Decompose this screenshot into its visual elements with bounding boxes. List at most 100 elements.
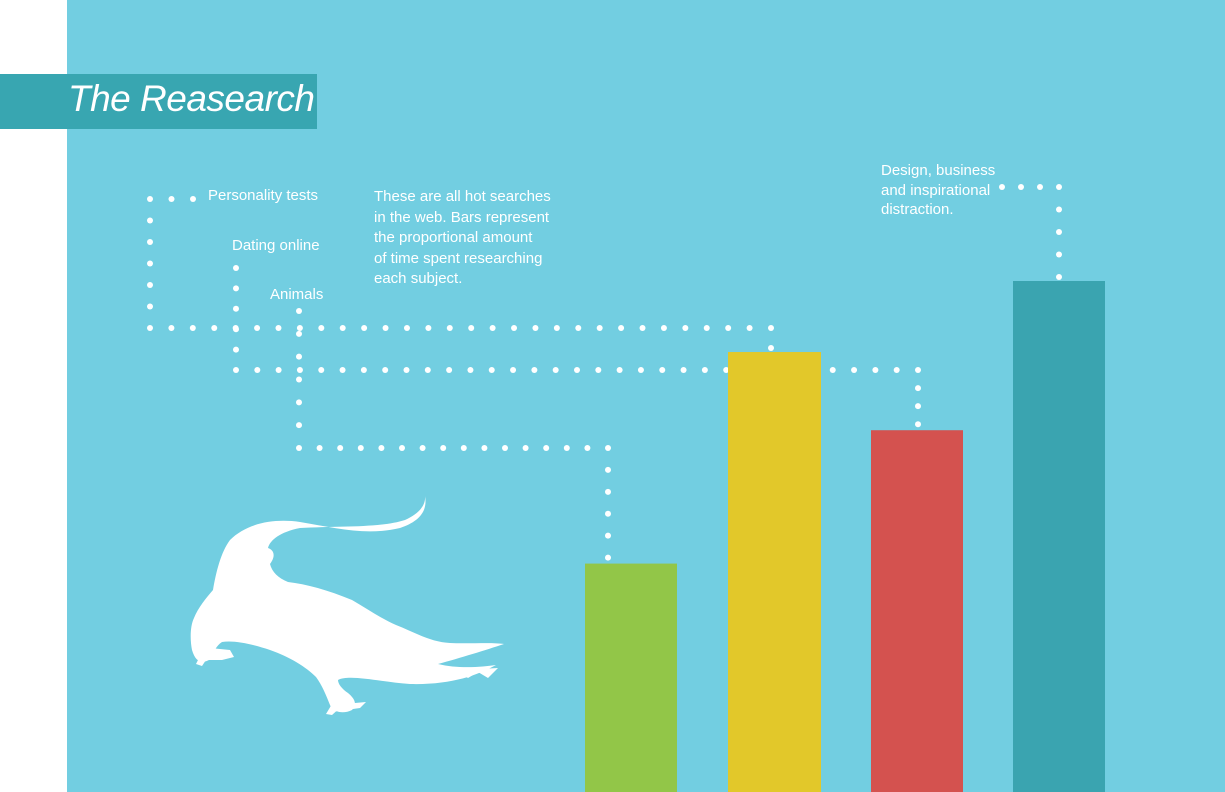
leader-dot — [851, 367, 858, 373]
leader-dot — [233, 346, 239, 353]
leader-dot — [1037, 184, 1043, 190]
leader-dot — [296, 367, 303, 373]
page-title: The Reasearch — [68, 78, 315, 119]
description-note: These are all hot searches in the web. B… — [374, 187, 551, 290]
leader-dot — [296, 353, 302, 360]
leader-dot — [660, 325, 667, 331]
leader-dot — [296, 330, 302, 337]
leader-animals — [296, 308, 611, 561]
note-line: each subject. — [374, 270, 463, 287]
leader-dot — [147, 260, 153, 267]
leader-dot — [168, 325, 175, 331]
leader-dot — [575, 325, 582, 331]
leader-dot — [468, 325, 475, 331]
leader-dot — [337, 445, 344, 451]
crocodile-icon — [190, 496, 505, 715]
leader-dot — [532, 325, 539, 331]
leader-dot — [147, 303, 153, 310]
leader-dot — [574, 367, 580, 373]
leader-dot — [682, 325, 689, 331]
leader-dot — [254, 367, 261, 373]
leader-dot — [378, 445, 385, 451]
leader-dot — [147, 282, 153, 288]
leader-dot — [424, 367, 431, 373]
leader-dot — [296, 308, 302, 314]
leader-dot — [481, 445, 488, 451]
category-label-dating-online: Dating online — [232, 237, 320, 254]
leader-dot — [1056, 274, 1062, 280]
leader-dot — [147, 196, 153, 202]
leader-dot — [915, 367, 921, 373]
leader-dot — [361, 325, 368, 331]
leader-dot — [680, 367, 687, 373]
leader-dot — [701, 367, 708, 373]
leader-dot — [1056, 206, 1062, 213]
leader-dot — [605, 488, 611, 495]
note-line: of time spent researching — [374, 249, 543, 267]
category-label-line: Design, business — [881, 162, 996, 179]
leader-dot — [605, 554, 611, 561]
bar-animals — [585, 563, 677, 792]
leader-dot — [233, 367, 239, 373]
leader-dot — [725, 325, 732, 331]
leader-dot — [233, 265, 239, 271]
leader-personality-tests — [147, 196, 774, 352]
bar-dating-online — [871, 430, 963, 792]
leader-dot — [616, 367, 623, 373]
leader-dot — [596, 325, 603, 331]
leader-dot — [605, 532, 611, 539]
leader-dot — [296, 399, 302, 406]
category-label-line: and inspirational — [881, 181, 991, 199]
leader-dot — [915, 403, 921, 410]
leader-dot — [147, 325, 153, 331]
leader-dot — [357, 445, 364, 451]
leader-dot — [339, 325, 346, 331]
leader-dot — [829, 367, 836, 373]
leader-dot — [318, 367, 325, 373]
leader-design — [999, 184, 1062, 280]
leader-dot — [768, 325, 774, 331]
leader-dot — [510, 367, 517, 373]
leader-dot — [275, 325, 282, 331]
leader-dot — [419, 445, 426, 451]
leader-dot — [446, 325, 453, 331]
leader-dot — [531, 367, 538, 373]
leader-dot — [275, 367, 282, 373]
leader-dot — [488, 367, 495, 373]
leader-dot — [460, 445, 467, 451]
leader-dot — [1056, 251, 1062, 258]
leader-dot — [915, 385, 921, 392]
leader-dot — [190, 196, 196, 202]
leader-dot — [1056, 229, 1062, 235]
leader-dot — [723, 367, 730, 373]
leader-dot — [233, 285, 239, 292]
leader-dot — [233, 305, 239, 312]
leader-dot — [211, 325, 218, 331]
leader-dot — [446, 367, 453, 373]
leader-dot — [768, 345, 774, 352]
leader-dot — [403, 325, 410, 331]
leader-dot — [360, 367, 367, 373]
leader-dot — [915, 421, 921, 428]
leader-dot — [605, 445, 611, 451]
title-banner — [0, 74, 317, 129]
leader-dot — [659, 367, 666, 373]
leader-dot — [296, 325, 303, 331]
leader-dot — [543, 445, 550, 451]
leader-dot — [893, 367, 900, 373]
leader-dot — [552, 367, 559, 373]
leader-dot — [746, 325, 753, 331]
leader-dot — [584, 445, 591, 451]
leader-dot — [639, 325, 646, 331]
leader-dot — [502, 445, 508, 451]
leader-dot — [553, 325, 560, 331]
leader-dot — [1056, 184, 1062, 190]
leader-dot — [563, 445, 570, 451]
leader-dot — [872, 367, 879, 373]
leader-dot — [618, 325, 625, 331]
leader-dot — [999, 184, 1005, 190]
leader-dot — [595, 367, 602, 373]
leader-dot — [489, 325, 496, 331]
bars — [585, 281, 1105, 792]
